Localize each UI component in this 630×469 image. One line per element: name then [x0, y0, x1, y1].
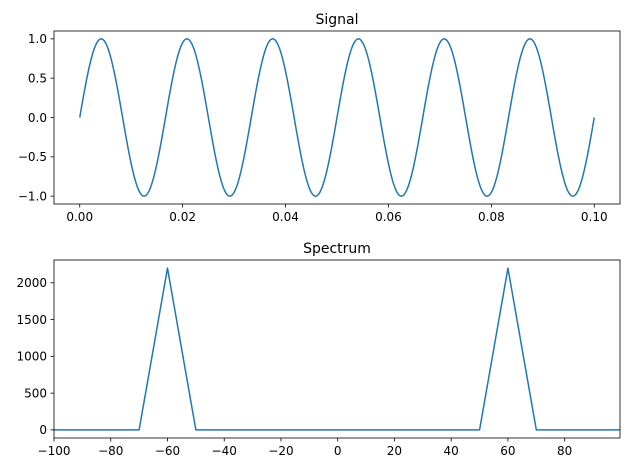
- spectrum-x-tick-label: −60: [155, 444, 180, 458]
- signal-y-tick-label: 0.5: [28, 71, 47, 85]
- signal-x-tick-label: 0.02: [169, 210, 196, 224]
- spectrum-x-tick-label: −20: [268, 444, 293, 458]
- spectrum-y-tick-label: 1500: [16, 313, 47, 327]
- spectrum-y-tick-label: 1000: [16, 350, 47, 364]
- spectrum-x-tick-label: −40: [212, 444, 237, 458]
- signal-y-tick-label: 1.0: [28, 32, 47, 46]
- spectrum-chart: −100 −80 −60 −40 −20 0 20 40 60 80 0 500 1000 1500 200…: [16, 241, 621, 458]
- spectrum-y-tick-label: 500: [24, 386, 47, 400]
- spectrum-y-tick-label: 0: [39, 423, 47, 437]
- signal-y-tick-label: −0.5: [18, 150, 47, 164]
- signal-y-tick-label: −1.0: [18, 189, 47, 203]
- spectrum-y-tick-label: 2000: [16, 276, 47, 290]
- spectrum-x-tick-label: 0: [334, 444, 342, 458]
- signal-chart-title: Signal: [315, 12, 358, 28]
- signal-series-line-0: [78, 38, 596, 197]
- spectrum-x-tick-label: 60: [500, 444, 515, 458]
- spectrum-x-tick-label: 80: [557, 444, 572, 458]
- spectrum-x-tick-label: 20: [387, 444, 402, 458]
- signal-x-tick-label: 0.04: [272, 210, 299, 224]
- spectrum-x-tick-label: −80: [98, 444, 123, 458]
- signal-x-tick-label: 0.00: [66, 210, 93, 224]
- signal-y-tick-label: 0.0: [28, 111, 47, 125]
- spectrum-x-tick-label: 40: [444, 444, 459, 458]
- signal-x-tick-label: 0.10: [581, 210, 608, 224]
- signal-chart: 0.00 0.02 0.04 0.06 0.08 0.10 −1.0 −0.5 0.0 0.5 1.…: [18, 12, 621, 224]
- spectrum-x-tick-label: −100: [38, 444, 71, 458]
- spectrum-axes-frame: [53, 259, 621, 439]
- signal-x-tick-label: 0.08: [478, 210, 505, 224]
- signal-x-tick-label: 0.06: [375, 210, 402, 224]
- spectrum-series-line-0: [54, 267, 620, 431]
- spectrum-chart-title: Spectrum: [303, 241, 371, 257]
